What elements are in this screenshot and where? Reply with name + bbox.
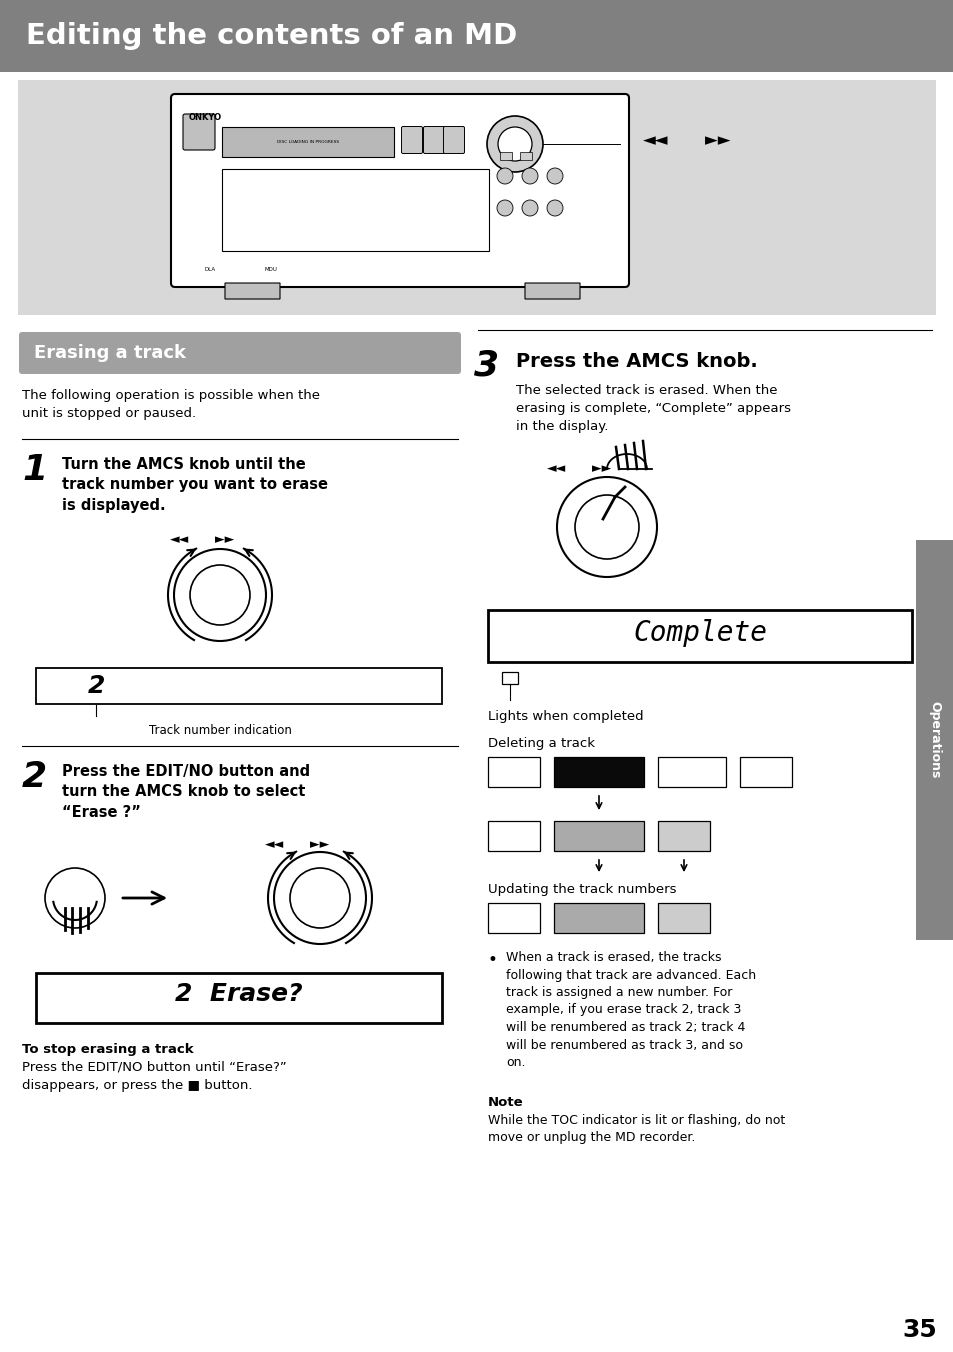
Text: Press the AMCS knob.: Press the AMCS knob.	[516, 352, 757, 370]
Text: ►►: ►►	[592, 462, 615, 475]
Text: Note: Note	[488, 1096, 523, 1109]
FancyBboxPatch shape	[443, 127, 464, 154]
Bar	[658, 903, 709, 933]
Bar	[658, 821, 709, 850]
Text: ◄◄: ◄◄	[546, 462, 566, 475]
Text: To stop erasing a track: To stop erasing a track	[22, 1042, 193, 1056]
Circle shape	[497, 200, 513, 216]
Bar	[658, 757, 725, 787]
FancyBboxPatch shape	[524, 283, 579, 299]
Text: While the TOC indicator is lit or flashing, do not
move or unplug the MD recorde: While the TOC indicator is lit or flashi…	[488, 1114, 784, 1145]
Text: 35: 35	[902, 1318, 937, 1343]
Bar	[554, 821, 643, 850]
Text: Track number indication: Track number indication	[149, 725, 291, 737]
Circle shape	[521, 168, 537, 184]
Text: Lights when completed: Lights when completed	[488, 710, 643, 723]
Text: DLA: DLA	[205, 266, 216, 272]
Text: Updating the track numbers: Updating the track numbers	[488, 883, 676, 896]
FancyBboxPatch shape	[401, 127, 422, 154]
Text: 2: 2	[22, 760, 47, 794]
Text: ◄◄: ◄◄	[265, 838, 284, 850]
Text: •: •	[488, 950, 497, 969]
Text: ►►: ►►	[704, 131, 735, 149]
Text: Complete: Complete	[633, 619, 766, 648]
Text: Deleting a track: Deleting a track	[488, 737, 595, 750]
Circle shape	[546, 168, 562, 184]
Text: Operations: Operations	[927, 702, 941, 779]
Bar	[554, 757, 643, 787]
Circle shape	[290, 868, 350, 927]
FancyBboxPatch shape	[423, 127, 444, 154]
Bar	[488, 757, 539, 787]
FancyBboxPatch shape	[222, 127, 394, 157]
Bar	[519, 151, 532, 160]
Text: MDU: MDU	[265, 266, 277, 272]
Text: ►►: ►►	[310, 838, 333, 850]
Circle shape	[557, 477, 657, 577]
Text: ◄◄: ◄◄	[642, 131, 668, 149]
FancyBboxPatch shape	[183, 114, 214, 150]
Circle shape	[497, 168, 513, 184]
Text: 1: 1	[22, 453, 47, 487]
Bar	[488, 821, 539, 850]
Bar	[36, 973, 441, 1023]
FancyBboxPatch shape	[225, 283, 280, 299]
Circle shape	[575, 495, 639, 558]
Text: The following operation is possible when the
unit is stopped or paused.: The following operation is possible when…	[22, 389, 319, 420]
Text: The selected track is erased. When the
erasing is complete, “Complete” appears
i: The selected track is erased. When the e…	[516, 384, 790, 433]
Circle shape	[190, 565, 250, 625]
FancyBboxPatch shape	[171, 95, 628, 287]
Text: 2: 2	[88, 675, 105, 698]
Bar	[499, 151, 512, 160]
Text: Erasing a track: Erasing a track	[34, 343, 186, 362]
Text: When a track is erased, the tracks
following that track are advanced. Each
track: When a track is erased, the tracks follo…	[505, 950, 756, 1069]
Text: ►►: ►►	[214, 533, 238, 546]
Text: Editing the contents of an MD: Editing the contents of an MD	[26, 22, 517, 50]
Bar	[501, 672, 517, 684]
Bar	[0, 0, 953, 72]
Circle shape	[521, 200, 537, 216]
FancyBboxPatch shape	[222, 169, 489, 251]
Text: Press the EDIT/NO button and
turn the AMCS knob to select
“Erase ?”: Press the EDIT/NO button and turn the AM…	[62, 764, 310, 819]
Circle shape	[497, 127, 532, 161]
FancyBboxPatch shape	[19, 333, 460, 375]
Circle shape	[546, 200, 562, 216]
Circle shape	[274, 852, 366, 944]
Bar	[18, 80, 935, 315]
Text: ONKYO: ONKYO	[189, 114, 222, 123]
Bar	[488, 903, 539, 933]
Circle shape	[173, 549, 266, 641]
Bar	[488, 610, 911, 662]
Circle shape	[45, 868, 105, 927]
Bar	[554, 903, 643, 933]
Text: Turn the AMCS knob until the
track number you want to erase
is displayed.: Turn the AMCS knob until the track numbe…	[62, 457, 328, 512]
Bar	[915, 539, 953, 940]
Bar	[740, 757, 791, 787]
Text: ◄◄: ◄◄	[170, 533, 189, 546]
Text: Press the EDIT/NO button until “Erase?”
disappears, or press the ■ button.: Press the EDIT/NO button until “Erase?” …	[22, 1061, 287, 1092]
Text: 2  Erase?: 2 Erase?	[175, 982, 302, 1006]
Bar	[36, 668, 441, 704]
Circle shape	[486, 116, 542, 172]
Text: 3: 3	[474, 347, 498, 383]
Text: DISC LOADING IN PROGRESS: DISC LOADING IN PROGRESS	[276, 141, 338, 145]
